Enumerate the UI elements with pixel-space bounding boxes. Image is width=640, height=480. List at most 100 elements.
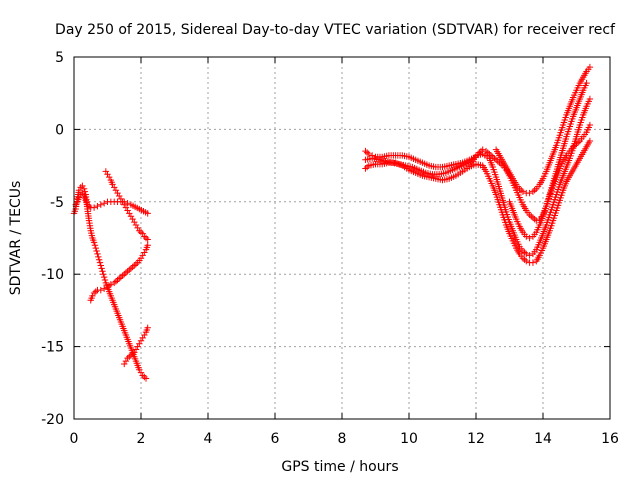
- data-point: [528, 213, 535, 220]
- data-point: [129, 263, 136, 271]
- data-point: [117, 195, 125, 203]
- data-point: [523, 250, 530, 258]
- data-points: [70, 63, 594, 382]
- y-axis-label: SDTVAR / TECUs: [8, 181, 24, 296]
- data-point: [139, 230, 146, 237]
- data-point: [484, 149, 491, 156]
- data-point: [134, 224, 141, 232]
- data-point: [141, 233, 148, 240]
- data-point: [362, 147, 369, 155]
- data-point: [526, 189, 533, 197]
- data-point: [136, 227, 143, 234]
- x-tick-label: 14: [534, 431, 552, 447]
- y-tick-label: 0: [55, 122, 64, 138]
- data-point: [117, 273, 125, 281]
- axis-ticks: 0 2 4 6 8 10 12 14 16 5 0 -5 -10 -15 -20: [41, 50, 619, 447]
- data-point: [586, 63, 594, 71]
- data-point: [586, 121, 594, 129]
- data-point: [119, 198, 126, 205]
- data-point: [523, 233, 530, 240]
- data-point: [114, 189, 121, 197]
- x-tick-label: 6: [271, 431, 280, 447]
- x-tick-label: 12: [467, 431, 485, 447]
- data-point: [497, 160, 505, 168]
- data-point: [124, 200, 131, 207]
- data-point: [96, 259, 104, 266]
- data-point: [100, 273, 108, 281]
- data-point: [526, 234, 533, 242]
- data-point: [144, 324, 151, 331]
- data-point: [363, 149, 371, 156]
- data-point: [114, 276, 121, 284]
- y-tick-label: -10: [41, 267, 64, 283]
- data-point: [104, 171, 111, 178]
- data-point: [521, 249, 528, 256]
- data-point: [97, 286, 104, 294]
- y-tick-label: -20: [41, 412, 64, 428]
- data-point: [126, 210, 133, 217]
- data-point: [482, 147, 490, 155]
- data-point: [80, 185, 88, 192]
- data-point: [81, 188, 89, 195]
- data-point: [100, 285, 108, 292]
- data-point: [100, 200, 108, 207]
- data-point: [122, 357, 130, 365]
- grid-lines: [74, 57, 610, 419]
- data-point: [121, 201, 128, 208]
- data-point: [102, 168, 110, 175]
- data-point: [142, 234, 150, 242]
- data-point: [124, 207, 131, 214]
- data-point: [132, 221, 140, 229]
- x-tick-label: 2: [137, 431, 146, 447]
- data-point: [95, 256, 103, 263]
- data-point: [139, 252, 146, 259]
- plot-frame: [73, 56, 611, 420]
- data-point: [90, 239, 98, 246]
- y-tick-label: 5: [55, 50, 64, 66]
- data-point: [127, 213, 135, 220]
- data-point: [586, 95, 594, 103]
- data-point: [112, 187, 120, 194]
- data-point: [121, 271, 128, 278]
- x-tick-label: 16: [601, 431, 619, 447]
- data-point: [365, 150, 372, 158]
- data-point: [124, 268, 131, 275]
- data-point: [122, 269, 130, 276]
- x-tick-label: 0: [70, 431, 79, 447]
- data-point: [139, 334, 146, 342]
- data-point: [116, 275, 123, 282]
- data-point: [90, 204, 98, 211]
- x-tick-label: 4: [204, 431, 213, 447]
- data-point: [523, 257, 530, 265]
- chart-title: Day 250 of 2015, Sidereal Day-to-day VTE…: [55, 22, 616, 38]
- data-point: [526, 252, 533, 259]
- data-point: [531, 187, 538, 194]
- data-point: [586, 137, 594, 145]
- data-point: [144, 236, 151, 243]
- data-point: [99, 268, 106, 275]
- y-tick-label: -15: [41, 340, 64, 356]
- data-point: [94, 202, 101, 210]
- data-point: [529, 259, 537, 266]
- data-point: [92, 244, 99, 252]
- data-point: [529, 188, 537, 195]
- data-point: [141, 373, 148, 381]
- data-point: [116, 192, 123, 200]
- data-point: [129, 215, 136, 223]
- data-point: [521, 256, 528, 263]
- data-point: [136, 340, 143, 347]
- data-point: [139, 372, 146, 379]
- data-point: [142, 375, 150, 382]
- data-point: [124, 354, 131, 362]
- data-point: [126, 266, 133, 274]
- y-tick-label: -5: [50, 195, 64, 211]
- x-axis-label: GPS time / hours: [281, 459, 398, 475]
- data-point: [583, 79, 590, 87]
- data-point: [101, 276, 109, 284]
- x-tick-label: 8: [338, 431, 347, 447]
- data-point: [97, 262, 104, 269]
- data-point: [134, 343, 141, 350]
- data-point: [79, 182, 86, 190]
- data-point: [91, 242, 99, 249]
